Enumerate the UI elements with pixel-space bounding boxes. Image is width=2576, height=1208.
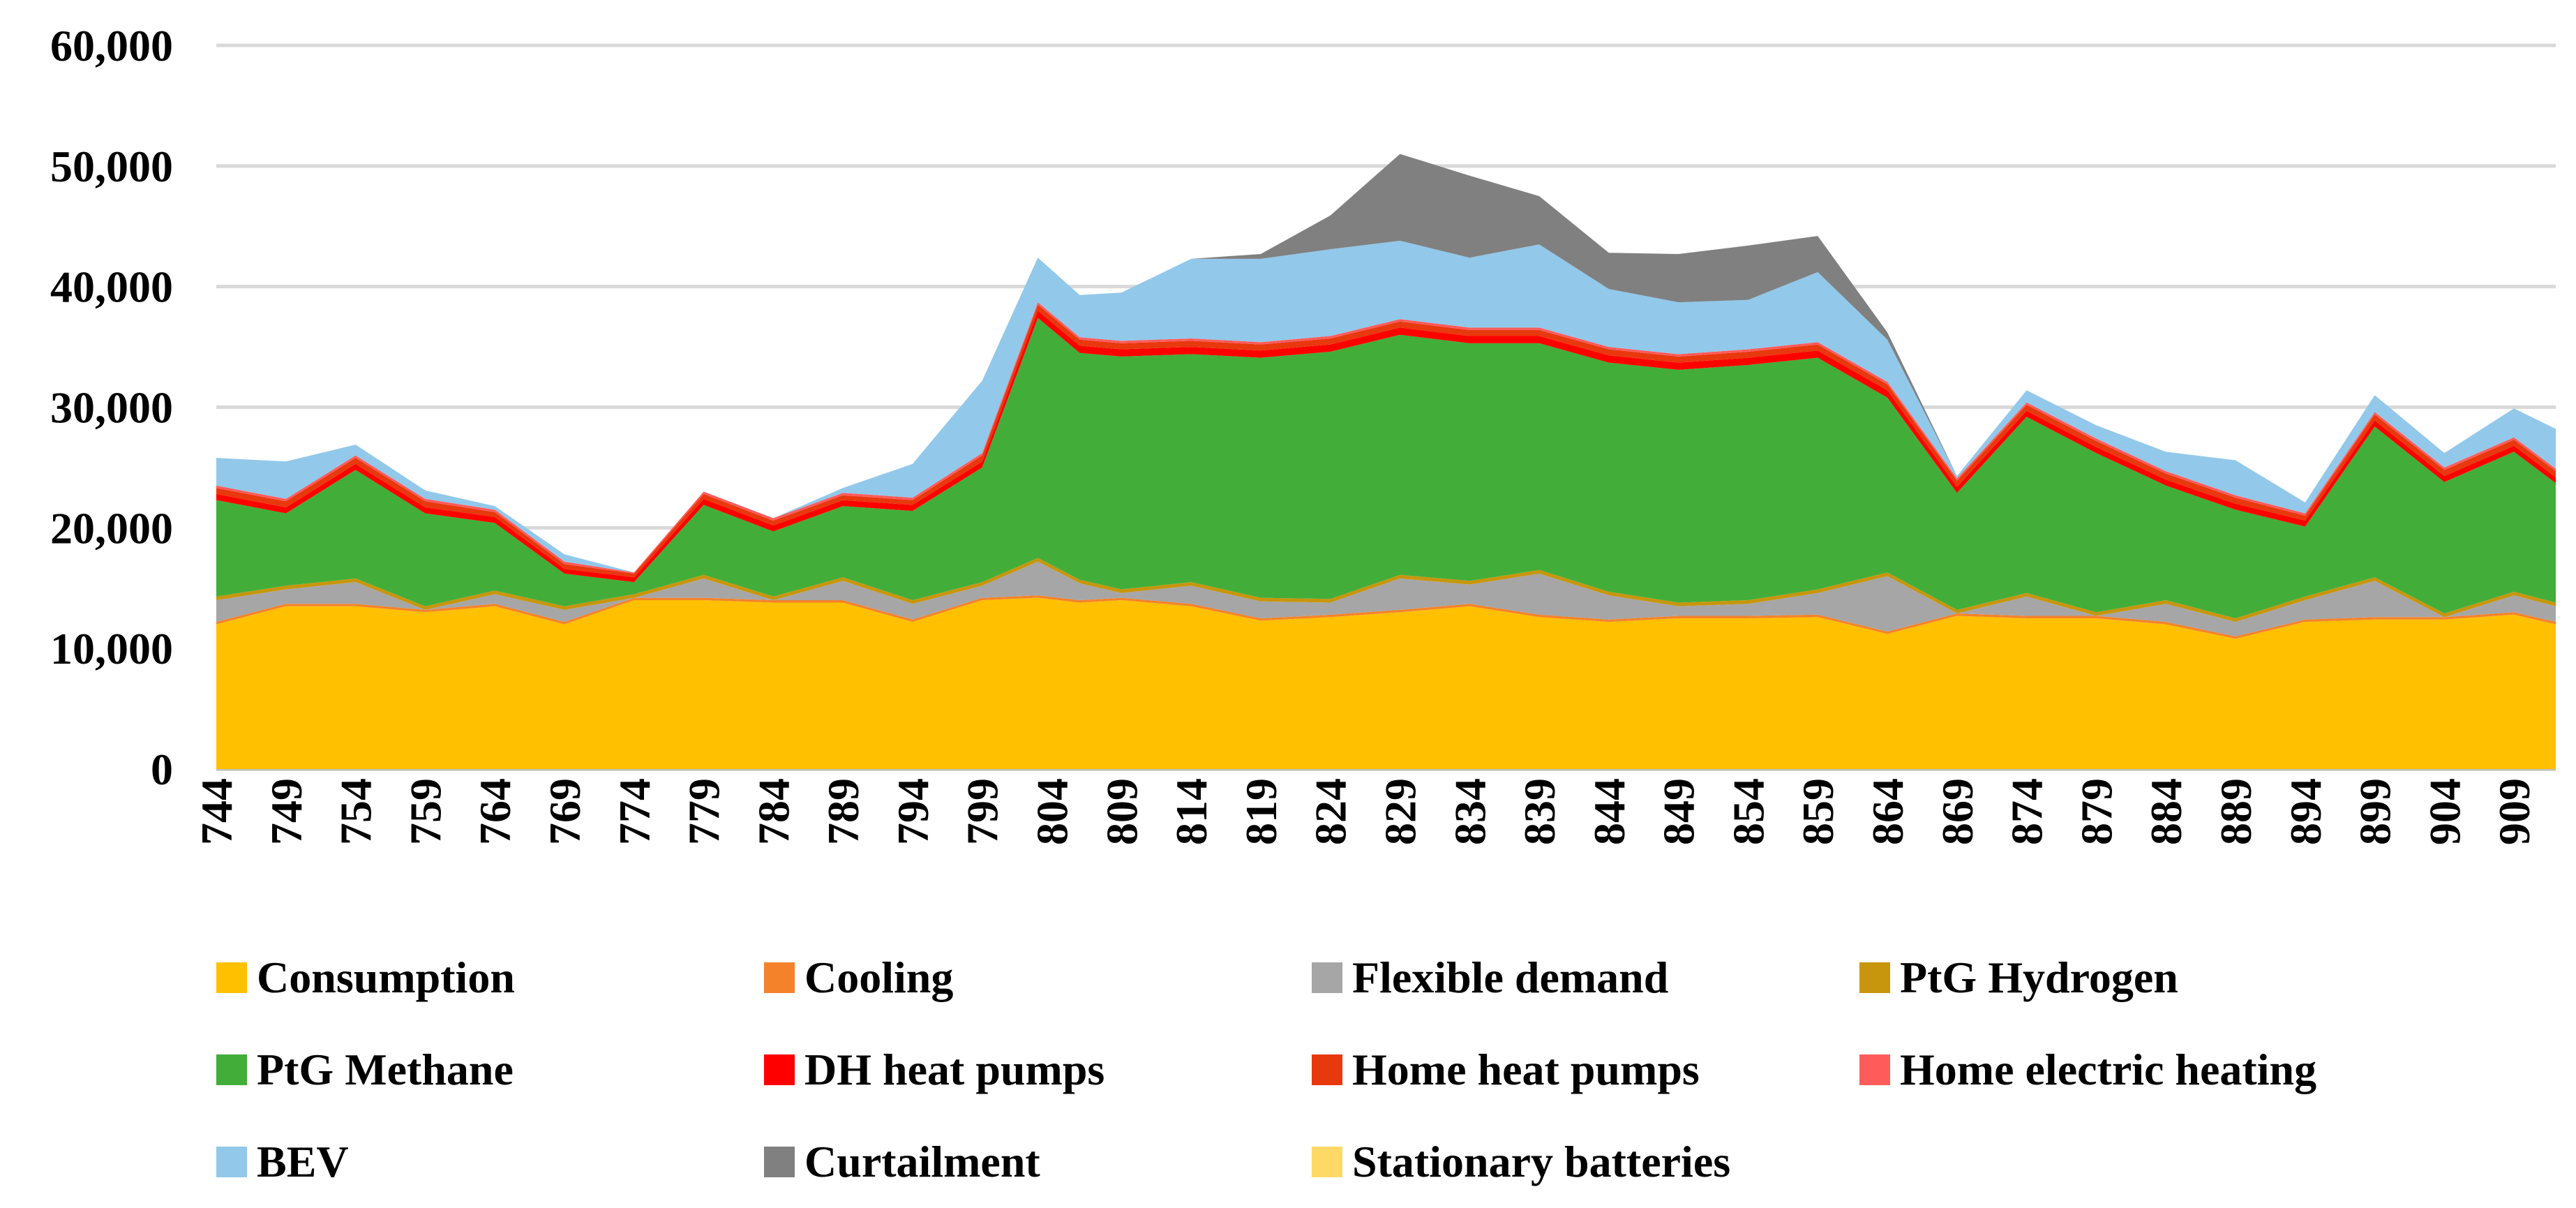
area-consumption bbox=[216, 597, 2556, 769]
area-bev bbox=[216, 241, 2556, 573]
area-curtailment bbox=[216, 154, 2556, 573]
x-tick-label: 909 bbox=[2489, 778, 2539, 845]
x-tick-label: 799 bbox=[958, 778, 1008, 845]
x-tick-label: 794 bbox=[888, 778, 938, 845]
x-tick-label: 744 bbox=[192, 778, 241, 845]
legend-item-dh-heat-pumps: DH heat pumps bbox=[764, 1024, 1312, 1116]
x-tick-label: 884 bbox=[2141, 778, 2191, 845]
legend-swatch bbox=[216, 1054, 247, 1085]
x-tick-label: 849 bbox=[1654, 778, 1704, 845]
x-tick-label: 879 bbox=[2072, 778, 2121, 845]
legend-swatch bbox=[764, 1054, 795, 1085]
y-tick-label: 30,000 bbox=[50, 383, 173, 433]
legend-label: Consumption bbox=[257, 953, 515, 1002]
x-tick-label: 829 bbox=[1376, 778, 1425, 845]
x-tick-label: 809 bbox=[1097, 778, 1146, 845]
area-cooling bbox=[216, 595, 2556, 639]
legend-swatch bbox=[1312, 1147, 1342, 1177]
x-tick-label: 889 bbox=[2211, 778, 2261, 845]
x-tick-label: 754 bbox=[331, 778, 381, 845]
legend-item-curtailment: Curtailment bbox=[764, 1116, 1312, 1208]
legend-swatch bbox=[764, 1147, 795, 1177]
x-tick-label: 804 bbox=[1028, 778, 1077, 845]
x-tick-label: 769 bbox=[540, 778, 590, 845]
legend-swatch bbox=[1859, 962, 1890, 993]
x-tick-label: 844 bbox=[1585, 778, 1634, 845]
x-tick-label: 789 bbox=[818, 778, 868, 845]
legend: Consumption Cooling Flexible demand PtG Hyd… bbox=[216, 932, 2575, 1197]
legend-label: Stationary batteries bbox=[1352, 1137, 1731, 1186]
x-tick-label: 814 bbox=[1167, 778, 1216, 845]
legend-label: Curtailment bbox=[804, 1137, 1040, 1186]
legend-label: Cooling bbox=[804, 953, 954, 1002]
x-tick-label: 904 bbox=[2420, 778, 2469, 845]
area-ptg-methane bbox=[216, 318, 2556, 618]
area-home-heat-pumps bbox=[216, 304, 2556, 578]
legend-item-consumption: Consumption bbox=[216, 932, 764, 1024]
x-tick-label: 869 bbox=[1933, 778, 1982, 845]
x-tick-label: 839 bbox=[1515, 778, 1564, 845]
legend-label: BEV bbox=[257, 1137, 349, 1186]
x-tick-label: 764 bbox=[470, 778, 520, 845]
legend-item-cooling: Cooling bbox=[764, 932, 1312, 1024]
legend-item-stationary-batteries: Stationary batteries bbox=[1312, 1116, 1859, 1208]
y-tick-label: 50,000 bbox=[50, 142, 173, 191]
x-tick-label: 824 bbox=[1306, 778, 1356, 845]
y-tick-label: 60,000 bbox=[50, 21, 173, 70]
y-tick-label: 20,000 bbox=[50, 503, 173, 553]
legend-swatch bbox=[216, 1147, 247, 1177]
legend-label: Home electric heating bbox=[1900, 1045, 2317, 1094]
legend-label: DH heat pumps bbox=[804, 1045, 1105, 1094]
x-tick-label: 899 bbox=[2351, 778, 2400, 845]
x-tick-label: 779 bbox=[680, 778, 729, 845]
x-axis-tick-labels: 744 749 754 759 764 769 774 779 784 789 794 799 804 8… bbox=[192, 778, 2539, 845]
x-tick-label: 749 bbox=[262, 778, 311, 845]
x-tick-label: 759 bbox=[400, 778, 450, 845]
x-tick-label: 859 bbox=[1793, 778, 1843, 845]
x-tick-label: 784 bbox=[749, 778, 798, 845]
legend-label: Flexible demand bbox=[1352, 953, 1669, 1002]
area-dh-heat-pumps bbox=[216, 311, 2556, 583]
area-series bbox=[216, 154, 2556, 769]
x-tick-label: 864 bbox=[1863, 778, 1912, 845]
y-axis-tick-labels: 0 10,000 20,000 30,000 40,000 50,000 60,000 bbox=[50, 21, 173, 794]
x-tick-label: 774 bbox=[610, 778, 659, 845]
legend-swatch bbox=[1859, 1054, 1890, 1085]
legend-swatch bbox=[764, 962, 795, 993]
legend-label: PtG Methane bbox=[257, 1045, 514, 1094]
legend-item-home-heat-pumps: Home heat pumps bbox=[1312, 1024, 1859, 1116]
y-tick-label: 40,000 bbox=[50, 262, 173, 312]
legend-swatch bbox=[1312, 1054, 1342, 1085]
legend-label: PtG Hydrogen bbox=[1900, 953, 2178, 1002]
x-tick-label: 894 bbox=[2281, 778, 2330, 845]
legend-swatch bbox=[1312, 962, 1342, 993]
legend-item-flexible-demand: Flexible demand bbox=[1312, 932, 1859, 1024]
legend-item-ptg-methane: PtG Methane bbox=[216, 1024, 764, 1116]
x-tick-label: 819 bbox=[1236, 778, 1286, 845]
x-tick-label: 834 bbox=[1445, 778, 1495, 845]
legend-swatch bbox=[216, 962, 247, 993]
area-flexible-demand bbox=[216, 561, 2556, 636]
x-tick-label: 874 bbox=[2002, 778, 2052, 845]
legend-item-home-electric-heating: Home electric heating bbox=[1859, 1024, 2407, 1116]
y-tick-label: 0 bbox=[151, 745, 173, 794]
y-tick-label: 10,000 bbox=[50, 624, 173, 673]
stacked-area-chart: 0 10,000 20,000 30,000 40,000 50,000 60,000 74… bbox=[50, 21, 2556, 845]
x-tick-label: 854 bbox=[1723, 778, 1773, 845]
legend-item-bev: BEV bbox=[216, 1116, 764, 1208]
legend-label: Home heat pumps bbox=[1352, 1045, 1700, 1094]
legend-item-ptg-hydrogen: PtG Hydrogen bbox=[1859, 932, 2407, 1024]
